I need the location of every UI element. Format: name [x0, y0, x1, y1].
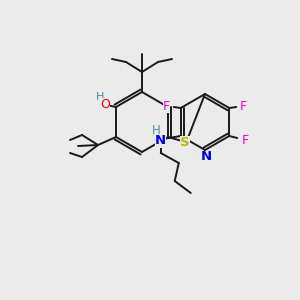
- Text: F: F: [242, 134, 249, 146]
- Text: H: H: [152, 124, 160, 137]
- Text: F: F: [163, 100, 170, 112]
- Text: H: H: [96, 92, 104, 102]
- Text: O: O: [100, 98, 110, 110]
- Text: N: N: [155, 134, 166, 148]
- Text: S: S: [180, 136, 190, 148]
- Text: F: F: [240, 100, 247, 112]
- Text: N: N: [200, 151, 211, 164]
